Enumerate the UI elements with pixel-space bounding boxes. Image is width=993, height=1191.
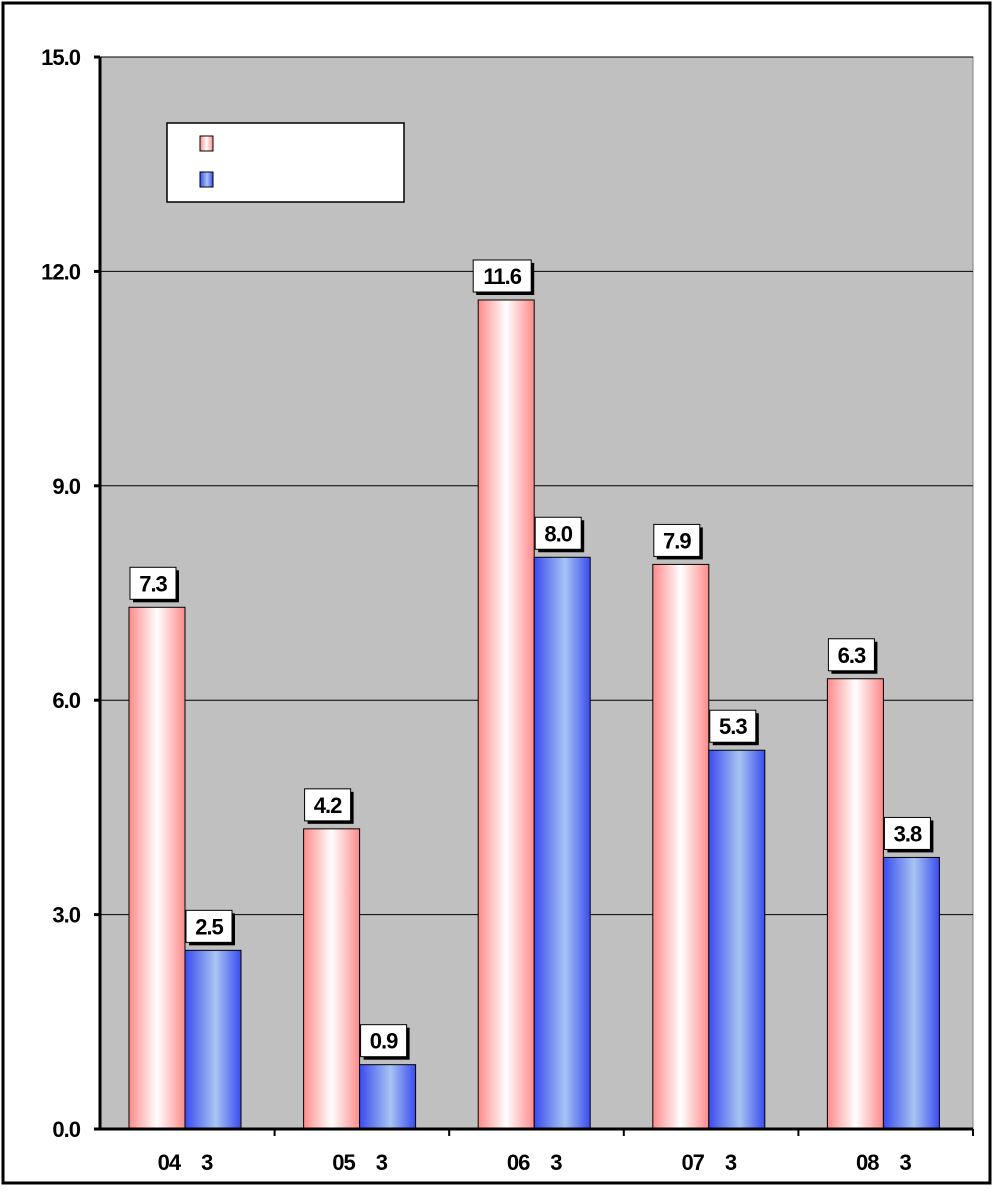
y-tick-label: 12.0 xyxy=(41,259,81,284)
bar-series-2 xyxy=(708,749,766,1130)
legend xyxy=(166,122,405,203)
bar-series-2 xyxy=(882,856,940,1130)
x-tick-label: 08 3 xyxy=(856,1150,911,1175)
data-label-box xyxy=(129,566,177,600)
data-label: 6.3 xyxy=(838,643,866,668)
bar-series-2 xyxy=(184,949,242,1130)
data-label: 8.0 xyxy=(544,521,572,546)
data-label: 0.9 xyxy=(370,1029,398,1054)
data-label: 2.5 xyxy=(195,914,223,939)
x-tick-label: 04 3 xyxy=(158,1150,213,1175)
data-label: 11.6 xyxy=(483,264,521,289)
data-label-box xyxy=(827,638,875,672)
bar-series-1 xyxy=(826,678,884,1130)
bar-series-1 xyxy=(303,828,361,1130)
axes: 0.0 3.0 6.0 9.0 12.0 15.0 04 3 05 3 06 3 07 3 08 3 xyxy=(41,45,974,1175)
bar-series-1 xyxy=(128,606,186,1130)
bars xyxy=(128,299,940,1130)
data-label-box xyxy=(472,259,532,293)
legend-swatch-series-1 xyxy=(199,135,214,152)
data-label-box xyxy=(534,516,582,550)
data-label: 5.3 xyxy=(719,714,747,739)
x-tick-label: 07 3 xyxy=(681,1150,736,1175)
y-tick-label: 6.0 xyxy=(52,688,80,713)
y-tick-label: 3.0 xyxy=(52,903,80,928)
data-label-box xyxy=(360,1024,408,1058)
x-tick-label: 06 3 xyxy=(507,1150,562,1175)
y-tick-label: 15.0 xyxy=(41,45,81,70)
x-tick-label: 05 3 xyxy=(332,1150,387,1175)
y-tick-label: 9.0 xyxy=(52,474,80,499)
legend-box xyxy=(166,122,405,203)
bar-series-1 xyxy=(477,299,535,1130)
data-label: 7.3 xyxy=(139,571,167,596)
legend-swatch-series-2 xyxy=(199,171,214,188)
bar-series-2 xyxy=(533,556,591,1130)
data-label-box xyxy=(883,816,931,850)
bar-series-2 xyxy=(359,1064,417,1130)
bar-series-1 xyxy=(652,563,710,1130)
data-label: 7.9 xyxy=(663,528,691,553)
data-label-box xyxy=(304,788,352,822)
data-label: 4.2 xyxy=(314,793,342,818)
data-labels: 7.3 2.5 4.2 0.9 11.6 8.0 7.9 5.3 6.3 3.8 xyxy=(129,259,934,1060)
data-label-box xyxy=(185,909,233,943)
y-tick-label: 0.0 xyxy=(52,1117,80,1142)
data-label-box xyxy=(709,709,757,743)
data-label: 3.8 xyxy=(894,821,922,846)
data-label-box xyxy=(653,523,701,557)
